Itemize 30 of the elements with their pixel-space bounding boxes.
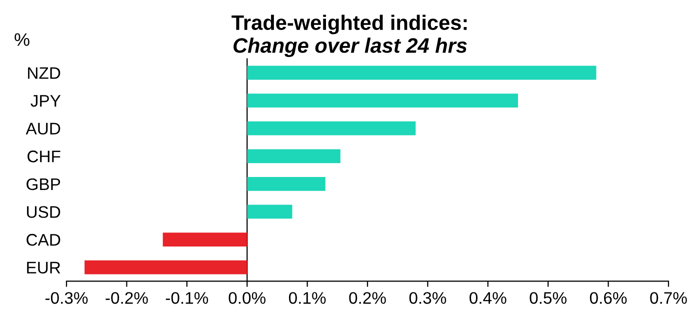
x-tick-label: -0.2% bbox=[106, 292, 148, 304]
y-tick-label: GBP bbox=[26, 178, 60, 190]
x-tick-label: 0.0% bbox=[228, 292, 266, 304]
x-tick-label: 0.1% bbox=[288, 292, 326, 304]
y-tick-label: AUD bbox=[26, 122, 60, 135]
y-tick-label: CAD bbox=[26, 234, 60, 246]
x-tick-label: -0.3% bbox=[45, 292, 88, 304]
x-tick-label: 0.2% bbox=[349, 292, 386, 304]
x-tick-label: 0.4% bbox=[470, 292, 506, 304]
bar bbox=[162, 232, 248, 246]
bar bbox=[247, 204, 292, 219]
x-tick-label: 0.7% bbox=[650, 292, 687, 304]
y-tick-label: EUR bbox=[27, 262, 60, 274]
x-tick-label: 0.6% bbox=[590, 292, 627, 304]
y-tick-label: USD bbox=[27, 206, 60, 218]
x-tick-label: 0.3% bbox=[409, 292, 446, 304]
bar bbox=[247, 149, 340, 164]
bar bbox=[247, 176, 326, 191]
x-tick-label: 0.5% bbox=[530, 292, 566, 304]
y-tick-label: NZD bbox=[28, 67, 60, 79]
y-tick-label: JPY bbox=[30, 95, 61, 107]
chart-subtitle: Change over last 24 hrs bbox=[234, 38, 467, 58]
bar bbox=[247, 94, 518, 108]
bar bbox=[84, 260, 248, 274]
bar bbox=[247, 121, 416, 136]
x-tick-label: -0.1% bbox=[166, 292, 208, 304]
y-axis-title: % bbox=[14, 33, 30, 46]
y-tick-label: CHF bbox=[28, 150, 60, 162]
chart-title: Trade-weighted indices: bbox=[232, 14, 467, 34]
bar bbox=[247, 66, 596, 80]
